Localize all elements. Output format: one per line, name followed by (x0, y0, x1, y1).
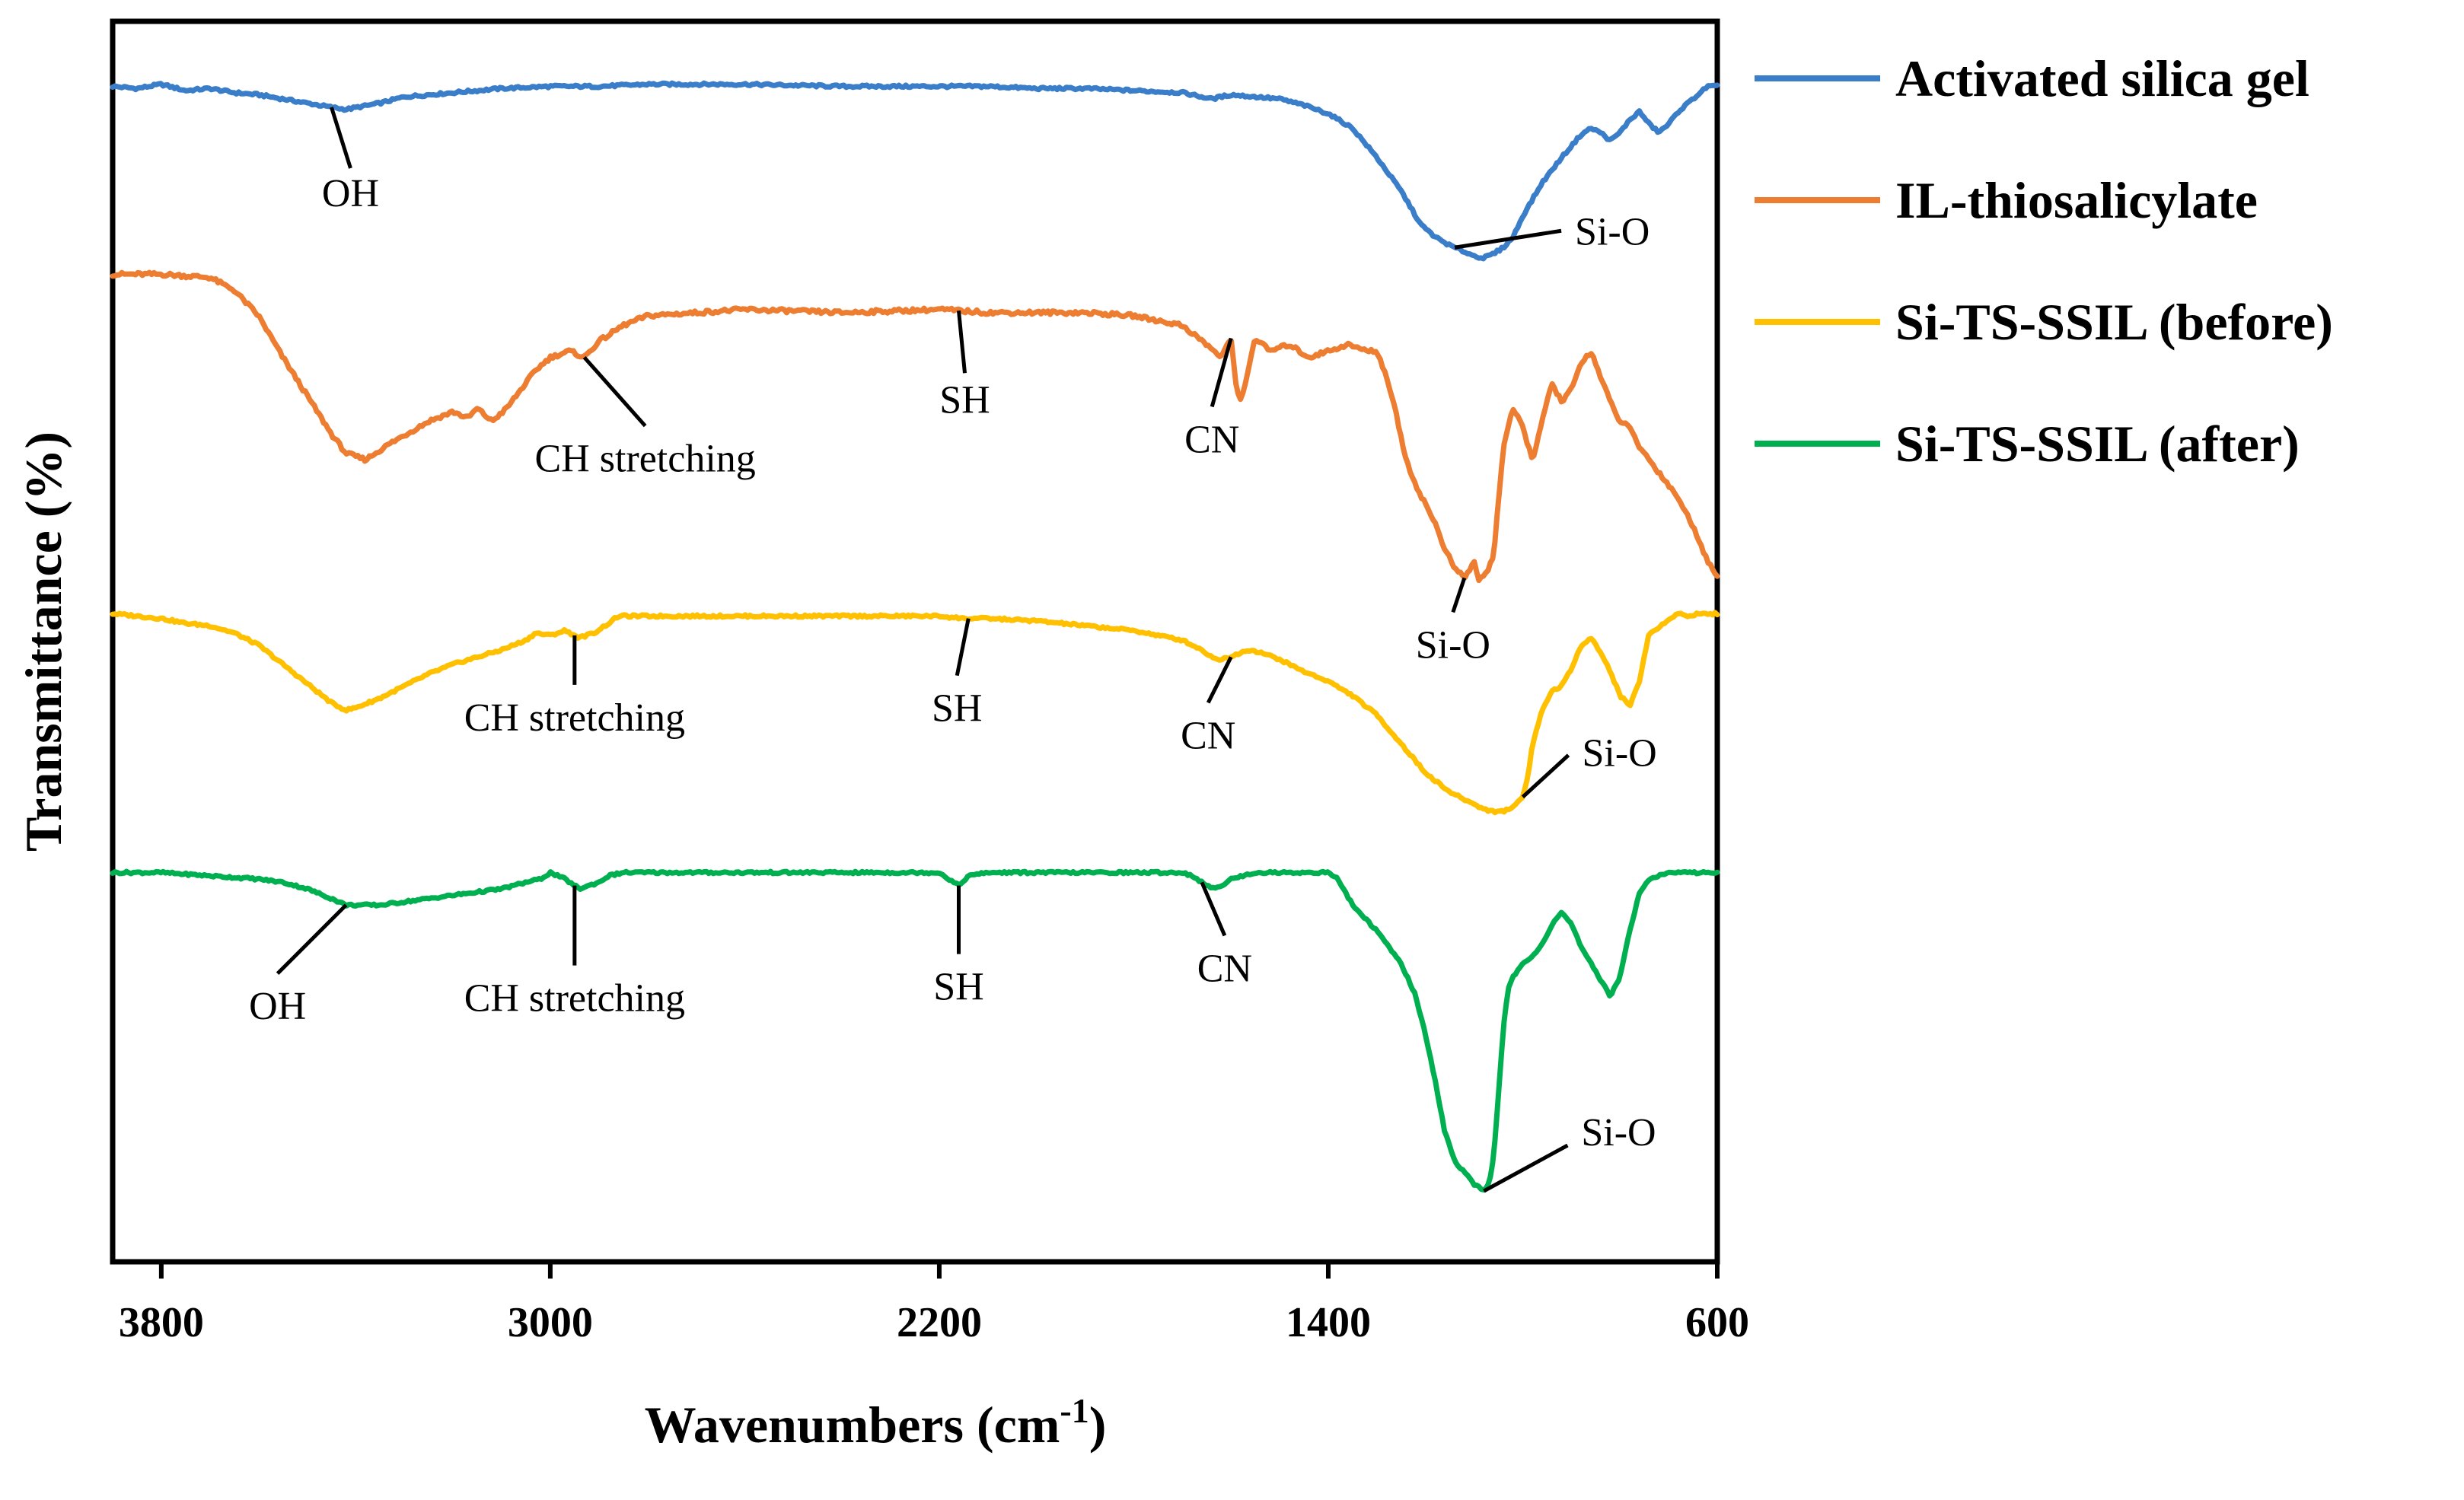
annotation-label-si-o-1: Si-O (1575, 210, 1650, 253)
annotation-label-cn-13: CN (1197, 947, 1252, 990)
annotation-line-si-o-9 (1521, 753, 1570, 799)
annotation-line-sh-3 (957, 311, 967, 374)
x-axis-title: Wavenumbers (cm-1) (645, 1391, 1107, 1454)
annotation-line-oh-10 (276, 903, 348, 976)
x-tick-label-600: 600 (1685, 1299, 1749, 1346)
y-axis-title: Transmittance (%) (14, 432, 72, 852)
annotation-line-cn-13 (1200, 881, 1227, 937)
annotation-label-si-o-9: Si-O (1582, 731, 1656, 775)
annotation-label-cn-8: CN (1181, 714, 1235, 757)
annotation-line-ch-stretching-2 (582, 355, 647, 428)
legend-label-si-ts-ssil-before: Si-TS-SSIL (before) (1895, 293, 2333, 351)
x-tick-label-2200: 2200 (897, 1299, 982, 1346)
annotation-label-cn-4: CN (1184, 418, 1239, 461)
annotation-line-cn-8 (1206, 656, 1233, 704)
annotation-label-sh-12: SH (933, 966, 983, 1009)
plot-frame (110, 18, 1720, 1265)
annotations-group: OH Si-O CH stretching SH CN Si-O CH stretching… (249, 107, 1657, 1193)
annotation-label-si-o-5: Si-O (1416, 623, 1490, 667)
annotation-line-cn-4 (1210, 337, 1233, 408)
spectra-group (110, 80, 1720, 1193)
annotation-line-oh-0 (330, 107, 352, 169)
legend-label-si-ts-ssil-after: Si-TS-SSIL (after) (1895, 415, 2300, 473)
annotation-label-si-o-14: Si-O (1581, 1111, 1656, 1154)
series-line-il-thiosalicylate (110, 269, 1720, 584)
x-axis-title-main: Wavenumbers (cm (645, 1396, 1060, 1454)
x-axis-title-sup: -1 (1060, 1391, 1089, 1430)
annotation-line-si-o-1 (1454, 228, 1562, 250)
legend-label-activated-silica-gel: Activated silica gel (1895, 49, 2309, 107)
annotation-label-ch-stretching-11: CH stretching (464, 977, 685, 1021)
series-line-activated-silica-gel (110, 80, 1720, 262)
annotation-label-sh-3: SH (939, 378, 990, 422)
legend-label-il-thiosalicylate: IL-thiosalicylate (1895, 171, 2258, 229)
legend: Activated silica gel IL-thiosalicylate Si-… (1755, 49, 2333, 473)
series-line-si-ts-ssil-before (110, 610, 1720, 816)
annotation-label-sh-7: SH (932, 687, 982, 731)
x-tick-label-3800: 3800 (119, 1299, 204, 1346)
annotation-label-ch-stretching-6: CH stretching (464, 696, 685, 740)
annotation-line-si-o-14 (1483, 1143, 1569, 1193)
annotation-line-si-o-5 (1451, 577, 1467, 613)
annotation-label-oh-0: OH (322, 172, 379, 215)
annotation-label-ch-stretching-2: CH stretching (534, 438, 755, 481)
series-line-si-ts-ssil-after (110, 868, 1720, 1193)
annotation-line-sh-7 (955, 618, 971, 677)
x-tick-label-3000: 3000 (508, 1299, 593, 1346)
x-axis-title-close: ) (1089, 1396, 1107, 1454)
x-axis-ticks: 3800 3000 2200 1400 600 (119, 1262, 1749, 1346)
x-tick-label-1400: 1400 (1286, 1299, 1371, 1346)
annotation-label-oh-10: OH (249, 985, 306, 1028)
